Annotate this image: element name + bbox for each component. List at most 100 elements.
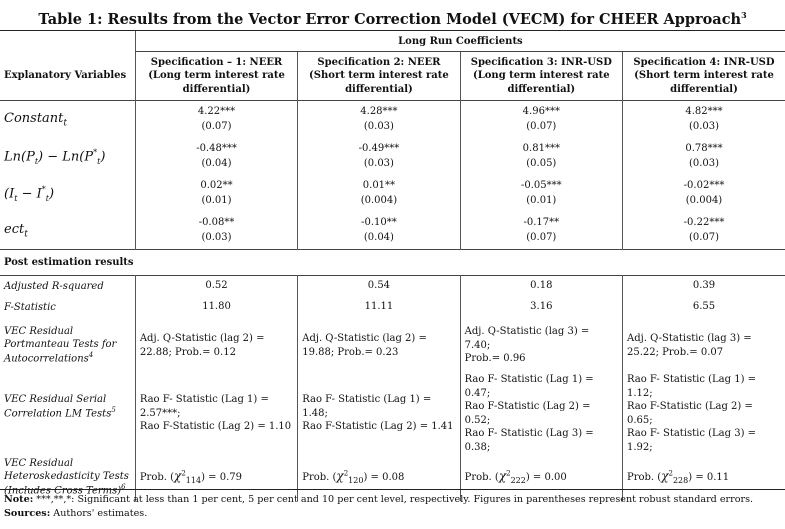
spec-header-3: Specification 3: INR-USD (Long term inter…: [459, 51, 623, 101]
label-line: Autocorrelations: [4, 353, 89, 365]
chi-power: 2: [506, 469, 511, 478]
footnote-marker: 5: [111, 406, 116, 415]
std-error: (0.05): [526, 157, 557, 169]
footnote-marker: 4: [88, 351, 94, 360]
portmanteau-value: Adj. Q-Statistic (lag 3) = 7.40; Prob.= 0…: [459, 318, 623, 373]
coef-value: -0.17**: [523, 217, 560, 228]
spec-header-4: Specification 4: INR-USD (Short term inte…: [622, 51, 785, 101]
variable-constant: Constantt: [4, 110, 68, 129]
title-footnote: 3: [741, 10, 747, 20]
chi-symbol: χ: [336, 469, 344, 484]
coef-value: -0.02***: [683, 180, 725, 191]
value-prefix: Prob. (: [302, 472, 337, 484]
post-estimation-section: Post estimation results: [0, 249, 785, 276]
spec-1-sub: (Long term interest rate: [148, 70, 285, 82]
value-suffix: ) = 0.08: [363, 472, 405, 484]
footnote-marker: 6: [121, 483, 126, 492]
chi-symbol: χ: [174, 469, 182, 484]
spec-3-title: Specification 3: INR-USD: [470, 57, 612, 69]
chi-symbol: χ: [661, 469, 669, 484]
std-error: (0.004): [685, 194, 723, 206]
note-line: Note: ***,**,*: Significant at less than…: [4, 493, 781, 507]
value-line: Rao F-Statistic (Lag 2) = 1.10: [139, 421, 292, 433]
chi-power: 2: [181, 469, 186, 478]
spec-3-sub2: differential): [507, 83, 576, 95]
variable-price-differential: Ln(Pt) − Ln(P*t): [4, 147, 106, 166]
spec-1-title: Specification – 1: NEER: [150, 57, 283, 69]
note-label: Note:: [4, 494, 34, 505]
table-row: Ln(Pt) − Ln(P*t) -0.48*** (0.04) -0.49***…: [0, 138, 785, 175]
stat-value: 0.54: [297, 275, 461, 297]
coef-value: 0.78***: [685, 143, 723, 154]
value-line: Rao F- Statistic (Lag 1) = 1.48;: [302, 394, 432, 419]
coef-cell: 0.78*** (0.03): [622, 138, 785, 175]
stat-value: 11.11: [297, 297, 461, 318]
stat-value: 11.80: [134, 297, 298, 318]
std-error: (0.07): [688, 231, 720, 243]
table-row: VEC Residual Heteroskedasticity Tests (Inc…: [0, 454, 785, 501]
table-row: ectt -0.08** (0.03) -0.10** (0.04) -0.17**…: [0, 212, 785, 250]
variable-interest-differential: (It − I*t): [4, 184, 55, 203]
note-text: ***,**,*: Significant at less than 1 per…: [33, 494, 754, 505]
coef-cell: 4.22*** (0.07): [134, 100, 298, 138]
coef-value: -0.22***: [683, 217, 725, 228]
value-line: 2.57***;: [139, 407, 181, 419]
serial-value: Rao F- Statistic (Lag 1) = 2.57***; Rao F-…: [134, 373, 298, 454]
portmanteau-value: Adj. Q-Statistic (lag 2) = 19.88; Prob.= …: [297, 318, 461, 373]
post-estimation-label: Post estimation results: [4, 257, 134, 268]
coef-cell: 4.82*** (0.03): [622, 100, 785, 138]
portmanteau-value: Adj. Q-Statistic (lag 2) = 22.88; Prob.= …: [134, 318, 298, 373]
table-title-text: Table 1: Results from the Vector Error C…: [38, 10, 742, 28]
spec-4-title: Specification 4: INR-USD: [633, 57, 775, 69]
value-line: Rao F- Statistic (Lag 1) = 0.47;: [464, 374, 594, 399]
serial-value: Rao F- Statistic (Lag 1) = 1.48; Rao F-St…: [297, 373, 461, 454]
spec-4-sub2: differential): [670, 83, 738, 95]
portmanteau-value: Adj. Q-Statistic (lag 3) = 25.22; Prob.= …: [622, 318, 785, 373]
hetero-value: Prob. (χ2120) = 0.08: [297, 454, 461, 501]
value-line: 25.22; Prob.= 0.07: [627, 346, 724, 358]
coef-value: 4.28***: [360, 106, 398, 117]
coef-cell: -0.02*** (0.004): [622, 175, 785, 212]
table-row: F-Statistic 11.80 11.11 3.16 6.55: [0, 297, 785, 318]
value-line: Adj. Q-Statistic (lag 3) = 7.40;: [464, 326, 590, 351]
std-error: (0.03): [688, 120, 720, 132]
source-line: Sources: Authors' estimates.: [4, 507, 781, 521]
label-line: VEC Residual: [4, 458, 74, 470]
value-line: Adj. Q-Statistic (lag 2) =: [139, 333, 265, 344]
value-line: Rao F- Statistic (Lag 1) =: [139, 394, 269, 406]
chi-power: 2: [343, 469, 349, 478]
table-row: Adjusted R-squared 0.52 0.54 0.18 0.39: [0, 275, 785, 297]
std-error: (0.03): [363, 120, 394, 132]
label-line: VEC Residual Serial: [4, 394, 107, 406]
value-line: 19.88; Prob.= 0.23: [302, 346, 399, 358]
value-line: Prob.= 0.96: [464, 353, 526, 365]
table-row: (It − I*t) 0.02** (0.01) 0.01** (0.004) -0…: [0, 175, 785, 212]
value-prefix: Prob. (: [464, 472, 499, 484]
value-line: Rao F-Statistic (Lag 2) = 1.41: [302, 421, 454, 433]
serial-value: Rao F- Statistic (Lag 1) = 1.12; Rao F-St…: [622, 373, 785, 454]
coef-value: 0.02**: [200, 180, 233, 191]
chi-df: 222: [510, 476, 526, 486]
spec-2-sub2: differential): [345, 83, 413, 95]
coef-cell: -0.49*** (0.03): [297, 138, 461, 175]
value-prefix: Prob. (: [139, 472, 175, 484]
coef-value: 4.82***: [685, 106, 723, 117]
label-line: VEC Residual: [4, 326, 74, 338]
spec-3-sub: (Long term interest rate: [472, 70, 610, 82]
coef-value: -0.05***: [520, 180, 562, 191]
serial-correlation-label: VEC Residual Serial Correlation LM Tests5: [0, 373, 135, 454]
hetero-value: Prob. (χ2222) = 0.00: [459, 454, 623, 501]
spec-4-sub: (Short term interest rate: [634, 70, 774, 82]
value-prefix: Prob. (: [627, 472, 662, 484]
variable-ect: ectt: [4, 221, 28, 240]
coef-value: 0.81***: [522, 143, 560, 154]
coef-cell: -0.10** (0.04): [297, 212, 461, 250]
std-error: (0.03): [363, 157, 394, 169]
coef-cell: 0.02** (0.01): [134, 175, 298, 212]
coef-cell: 0.81*** (0.05): [459, 138, 623, 175]
spec-header-2: Specification 2: NEER (Short term interes…: [297, 51, 461, 101]
spec-2-sub: (Short term interest rate: [309, 70, 449, 82]
chi-df: 228: [672, 476, 689, 486]
f-stat-label: F-Statistic: [4, 302, 56, 313]
coef-cell: -0.48*** (0.04): [134, 138, 298, 175]
